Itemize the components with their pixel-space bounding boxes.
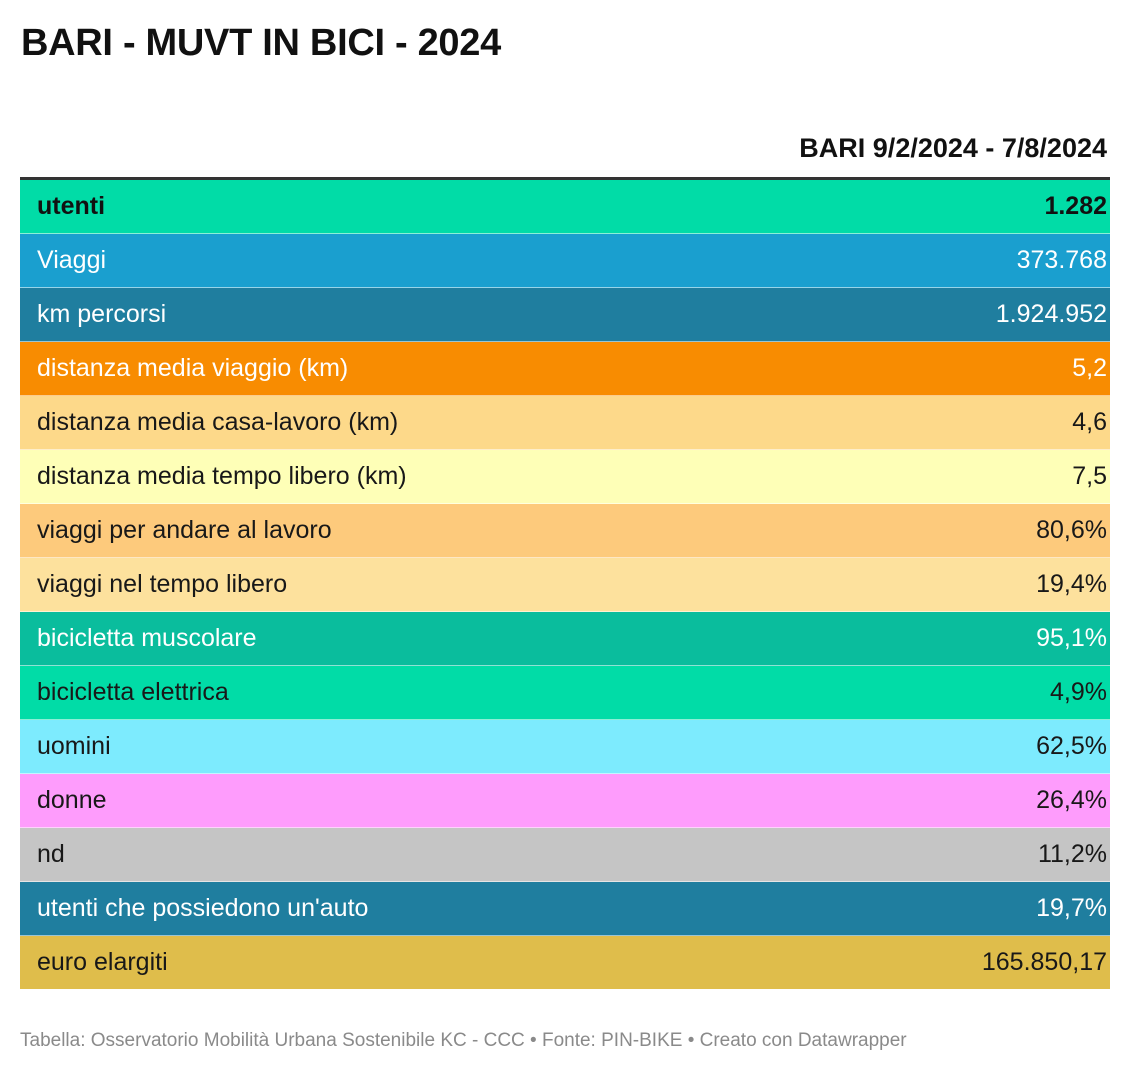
row-label: donne (37, 786, 107, 814)
row-label: viaggi nel tempo libero (37, 570, 288, 598)
row-value: 165.850,17 (981, 948, 1107, 976)
table-row: Viaggi 373.768 (20, 234, 1110, 288)
table-row: uomini 62,5% (20, 720, 1110, 774)
row-value: 373.768 (1016, 246, 1107, 274)
row-value: 4,6 (1072, 408, 1107, 436)
row-value: 62,5% (1036, 732, 1107, 760)
row-label: distanza media tempo libero (km) (37, 462, 407, 490)
table-row: viaggi nel tempo libero 19,4% (20, 558, 1110, 612)
chart-title: BARI - MUVT IN BICI - 2024 (21, 22, 501, 64)
header-divider (20, 177, 1110, 180)
table-row: euro elargiti 165.850,17 (20, 936, 1110, 989)
row-value: 19,4% (1036, 570, 1107, 598)
row-label: euro elargiti (37, 948, 168, 976)
table-row: utenti che possiedono un'auto 19,7% (20, 882, 1110, 936)
table-row: distanza media casa-lavoro (km) 4,6 (20, 396, 1110, 450)
row-value: 19,7% (1036, 894, 1107, 922)
data-table: BARI 9/2/2024 - 7/8/2024 utenti 1.282 Viag… (20, 119, 1110, 989)
table-body: utenti 1.282 Viaggi 373.768 km percorsi 1.924… (20, 180, 1110, 989)
row-label: utenti che possiedono un'auto (37, 894, 369, 922)
row-value: 1.924.952 (995, 300, 1107, 328)
row-label: bicicletta muscolare (37, 624, 257, 652)
row-value: 26,4% (1036, 786, 1107, 814)
row-label: km percorsi (37, 300, 167, 328)
table-row: donne 26,4% (20, 774, 1110, 828)
source-note: Tabella: Osservatorio Mobilità Urbana So… (20, 1030, 907, 1051)
row-value: 5,2 (1072, 354, 1107, 382)
row-value: 11,2% (1037, 840, 1107, 868)
table-row: distanza media tempo libero (km) 7,5 (20, 450, 1110, 504)
table-row: utenti 1.282 (20, 180, 1110, 234)
row-label: bicicletta elettrica (37, 678, 229, 706)
column-header: BARI 9/2/2024 - 7/8/2024 (20, 119, 1110, 177)
table-row: viaggi per andare al lavoro 80,6% (20, 504, 1110, 558)
table-row: nd 11,2% (20, 828, 1110, 882)
row-value: 4,9% (1050, 678, 1107, 706)
table-row: bicicletta muscolare 95,1% (20, 612, 1110, 666)
row-label: distanza media casa-lavoro (km) (37, 408, 399, 436)
row-label: distanza media viaggio (km) (37, 354, 349, 382)
table-row: distanza media viaggio (km) 5,2 (20, 342, 1110, 396)
row-label: uomini (37, 732, 111, 760)
row-value: 1.282 (1044, 192, 1107, 220)
table-row: bicicletta elettrica 4,9% (20, 666, 1110, 720)
column-header-label: BARI 9/2/2024 - 7/8/2024 (799, 132, 1107, 163)
row-label: nd (37, 840, 65, 868)
row-value: 7,5 (1072, 462, 1107, 490)
row-value: 95,1% (1036, 624, 1107, 652)
row-value: 80,6% (1036, 516, 1107, 544)
row-label: Viaggi (37, 246, 107, 274)
row-label: viaggi per andare al lavoro (37, 516, 332, 544)
table-row: km percorsi 1.924.952 (20, 288, 1110, 342)
row-label: utenti (37, 192, 106, 220)
